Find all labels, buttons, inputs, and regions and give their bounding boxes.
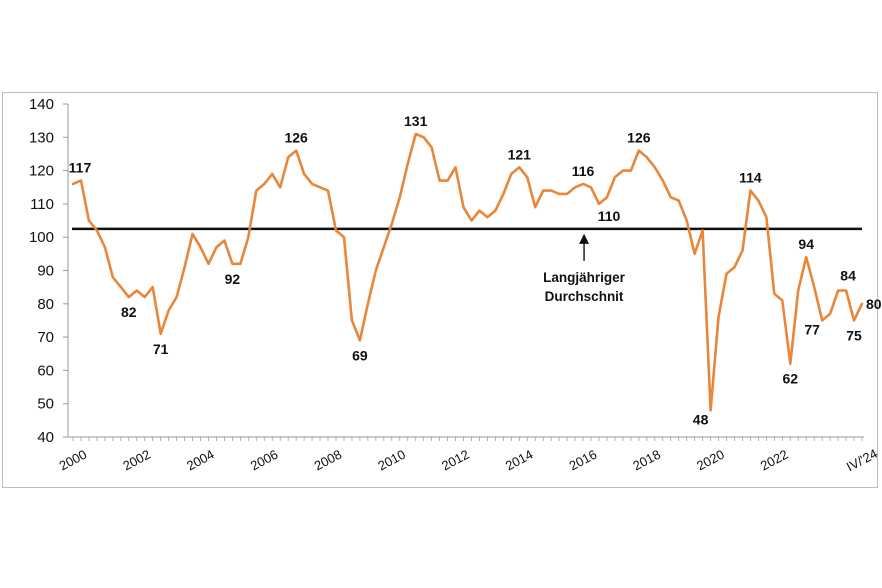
series-line — [71, 132, 864, 412]
y-tick-label: 90 — [37, 263, 54, 280]
y-tick-label: 50 — [37, 396, 54, 413]
y-tick-label: 80 — [37, 296, 54, 313]
x-tick-label: 2016 — [567, 447, 600, 474]
y-tick-label: 40 — [37, 429, 54, 446]
data-label: 71 — [153, 341, 169, 357]
y-tick-label: 130 — [29, 129, 54, 146]
y-tick-label: 60 — [37, 362, 54, 379]
x-tick-label: 2012 — [439, 447, 472, 474]
data-label: 117 — [69, 160, 92, 176]
x-tick-label: 2020 — [694, 447, 727, 474]
data-label: 82 — [121, 304, 137, 320]
x-tick-label: IV/'24 — [844, 446, 880, 475]
data-label: 116 — [572, 163, 595, 179]
data-label: 75 — [846, 327, 862, 343]
data-label: 126 — [627, 130, 651, 146]
x-tick-label: 2002 — [120, 447, 153, 474]
data-label: 94 — [798, 236, 814, 252]
y-tick-label: 120 — [29, 163, 54, 180]
y-tick-label: 140 — [29, 96, 54, 113]
x-tick-label: 2000 — [57, 447, 90, 474]
data-label: 92 — [225, 271, 241, 287]
x-tick-label: 2010 — [375, 447, 408, 474]
data-label: 77 — [804, 321, 820, 337]
annotation-label-line1: Langjähriger — [543, 270, 626, 285]
data-label: 126 — [284, 130, 308, 146]
data-label: 69 — [352, 347, 368, 363]
x-tick-label: 2018 — [630, 447, 663, 474]
y-tick-label: 100 — [29, 229, 54, 246]
y-tick-label: 110 — [30, 196, 54, 213]
x-tick-label: 2008 — [312, 447, 345, 474]
x-tick-label: 2006 — [248, 447, 281, 474]
data-label: 110 — [598, 208, 621, 224]
data-label: 80 — [866, 296, 882, 312]
data-label: 84 — [840, 267, 856, 283]
annotation-label-line2: Durchschnit — [545, 289, 624, 304]
chart-frame — [2, 92, 878, 488]
data-label: 62 — [782, 371, 798, 387]
x-tick-label: 2004 — [184, 447, 217, 474]
data-label: 114 — [739, 170, 762, 186]
data-label: 48 — [693, 411, 709, 427]
x-tick-label: 2014 — [503, 447, 536, 474]
data-label: 131 — [404, 113, 428, 129]
y-tick-label: 70 — [37, 329, 54, 346]
data-label: 121 — [508, 146, 532, 162]
x-tick-label: 2022 — [758, 447, 791, 474]
annotation-arrow-head — [579, 233, 590, 244]
